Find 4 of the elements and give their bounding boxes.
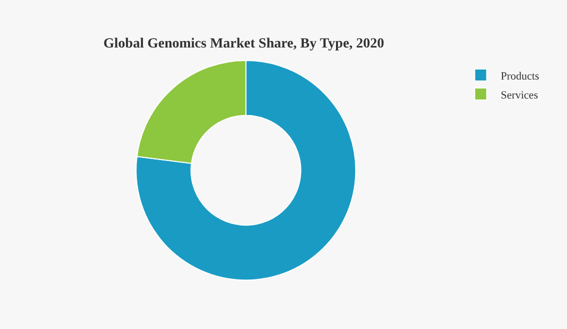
donut-slice	[136, 60, 356, 281]
chart-title: Global Genomics Market Share, By Type, 2020	[103, 36, 384, 52]
legend-label: Products	[500, 70, 540, 82]
legend-label: Services	[500, 89, 538, 102]
